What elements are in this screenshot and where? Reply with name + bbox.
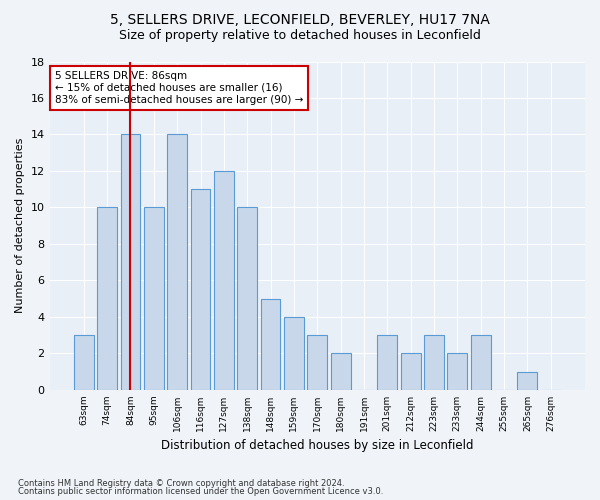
Bar xyxy=(448,354,467,390)
Bar xyxy=(424,335,444,390)
Bar xyxy=(401,354,421,390)
Y-axis label: Number of detached properties: Number of detached properties xyxy=(15,138,25,314)
Bar xyxy=(284,317,304,390)
Text: Size of property relative to detached houses in Leconfield: Size of property relative to detached ho… xyxy=(119,29,481,42)
Bar xyxy=(471,335,491,390)
Text: 5 SELLERS DRIVE: 86sqm
← 15% of detached houses are smaller (16)
83% of semi-det: 5 SELLERS DRIVE: 86sqm ← 15% of detached… xyxy=(55,72,303,104)
Bar xyxy=(167,134,187,390)
Bar xyxy=(144,208,164,390)
Bar xyxy=(377,335,397,390)
Bar xyxy=(74,335,94,390)
Bar xyxy=(307,335,327,390)
Bar xyxy=(121,134,140,390)
Bar xyxy=(238,208,257,390)
Bar xyxy=(191,189,211,390)
Text: Contains public sector information licensed under the Open Government Licence v3: Contains public sector information licen… xyxy=(18,487,383,496)
Text: Contains HM Land Registry data © Crown copyright and database right 2024.: Contains HM Land Registry data © Crown c… xyxy=(18,478,344,488)
X-axis label: Distribution of detached houses by size in Leconfield: Distribution of detached houses by size … xyxy=(161,440,473,452)
Bar xyxy=(97,208,117,390)
Bar xyxy=(214,171,234,390)
Bar xyxy=(517,372,538,390)
Bar xyxy=(331,354,350,390)
Bar xyxy=(260,298,280,390)
Text: 5, SELLERS DRIVE, LECONFIELD, BEVERLEY, HU17 7NA: 5, SELLERS DRIVE, LECONFIELD, BEVERLEY, … xyxy=(110,12,490,26)
